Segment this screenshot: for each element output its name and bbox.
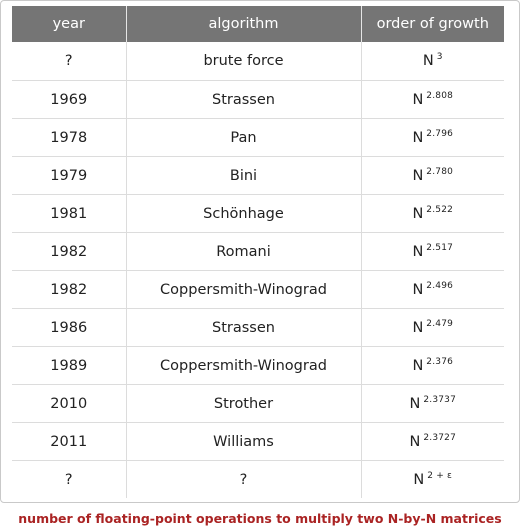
cell-order-of-growth: N 2.522 (361, 194, 504, 233)
growth-base: N (409, 433, 421, 450)
cell-year: 1982 (12, 270, 127, 309)
growth-exponent: 3 (436, 52, 443, 62)
cell-algorithm: brute force (126, 42, 362, 81)
column-header-algorithm: algorithm (126, 6, 362, 42)
cell-algorithm: Williams (126, 422, 362, 461)
cell-algorithm: Coppersmith-Winograd (126, 270, 362, 309)
cell-order-of-growth: N 2.479 (361, 308, 504, 347)
table-panel: year algorithm order of growth ? brute fo… (0, 0, 520, 503)
table-row: 2010 Strother N 2.3737 (12, 384, 504, 423)
cell-order-of-growth: N 2.517 (361, 232, 504, 271)
growth-exponent: 2.808 (426, 90, 454, 101)
growth-base: N (422, 53, 434, 69)
cell-algorithm: Strother (126, 384, 362, 423)
growth-exponent: 2.496 (426, 280, 454, 291)
growth-exponent: 2.3727 (423, 432, 457, 443)
cell-order-of-growth: N 2.376 (361, 346, 504, 385)
cell-order-of-growth: N 2.3737 (361, 384, 504, 423)
cell-order-of-growth: N 2.796 (361, 118, 504, 157)
cell-year: 2011 (12, 422, 127, 461)
growth-base: N (412, 357, 424, 374)
cell-year: 1986 (12, 308, 127, 347)
cell-year: 1978 (12, 118, 127, 157)
growth-base: N (412, 129, 424, 146)
table-row: ? brute force N 3 (12, 42, 504, 81)
cell-year: 1989 (12, 346, 127, 385)
growth-base: N (413, 471, 425, 488)
growth-base: N (412, 319, 424, 336)
cell-order-of-growth: N 2.496 (361, 270, 504, 309)
growth-base: N (409, 395, 421, 412)
cell-year: 1979 (12, 156, 127, 195)
growth-table: year algorithm order of growth ? brute fo… (12, 6, 504, 498)
table-row: 2011 Williams N 2.3727 (12, 422, 504, 461)
growth-exponent: 2 + ε (427, 470, 453, 481)
cell-algorithm: Strassen (126, 80, 362, 119)
table-body: ? brute force N 3 1969 Strassen N 2.808 1978 Pan N… (12, 42, 504, 498)
cell-year: ? (12, 460, 127, 498)
growth-base: N (412, 281, 424, 298)
growth-exponent: 2.376 (426, 356, 454, 367)
growth-base: N (412, 91, 424, 108)
growth-base: N (412, 205, 424, 222)
table-row: 1979 Bini N 2.780 (12, 156, 504, 195)
table-row: 1989 Coppersmith-Winograd N 2.376 (12, 346, 504, 385)
cell-year: 1982 (12, 232, 127, 271)
cell-algorithm: Schönhage (126, 194, 362, 233)
cell-algorithm: Bini (126, 156, 362, 195)
growth-exponent: 2.3737 (423, 394, 457, 405)
cell-year: 1981 (12, 194, 127, 233)
table-row: 1978 Pan N 2.796 (12, 118, 504, 157)
cell-algorithm: Coppersmith-Winograd (126, 346, 362, 385)
growth-base: N (412, 167, 424, 184)
cell-algorithm: Pan (126, 118, 362, 157)
table-header-row: year algorithm order of growth (12, 6, 504, 42)
table-caption: number of floating-point operations to m… (18, 511, 502, 526)
table-row: 1982 Romani N 2.517 (12, 232, 504, 271)
table-row: 1986 Strassen N 2.479 (12, 308, 504, 347)
table-row: ?? N 2 + ε (12, 460, 504, 498)
growth-exponent: 2.479 (426, 318, 454, 329)
cell-order-of-growth: N 2.3727 (361, 422, 504, 461)
cell-year: 1969 (12, 80, 127, 119)
table-row: 1982 Coppersmith-Winograd N 2.496 (12, 270, 504, 309)
cell-algorithm: ? (126, 460, 362, 498)
cell-order-of-growth: N 2.808 (361, 80, 504, 119)
cell-year: 2010 (12, 384, 127, 423)
growth-base: N (412, 243, 424, 260)
growth-exponent: 2.522 (426, 204, 454, 215)
table-row: 1981 Schönhage N 2.522 (12, 194, 504, 233)
column-header-order-of-growth: order of growth (361, 6, 504, 42)
cell-year: ? (12, 42, 127, 81)
growth-exponent: 2.796 (426, 128, 454, 139)
table-row: 1969 Strassen N 2.808 (12, 80, 504, 119)
growth-exponent: 2.780 (426, 166, 454, 177)
column-header-year: year (12, 6, 127, 42)
cell-order-of-growth: N 2.780 (361, 156, 504, 195)
cell-algorithm: Romani (126, 232, 362, 271)
cell-algorithm: Strassen (126, 308, 362, 347)
growth-exponent: 2.517 (426, 242, 454, 253)
